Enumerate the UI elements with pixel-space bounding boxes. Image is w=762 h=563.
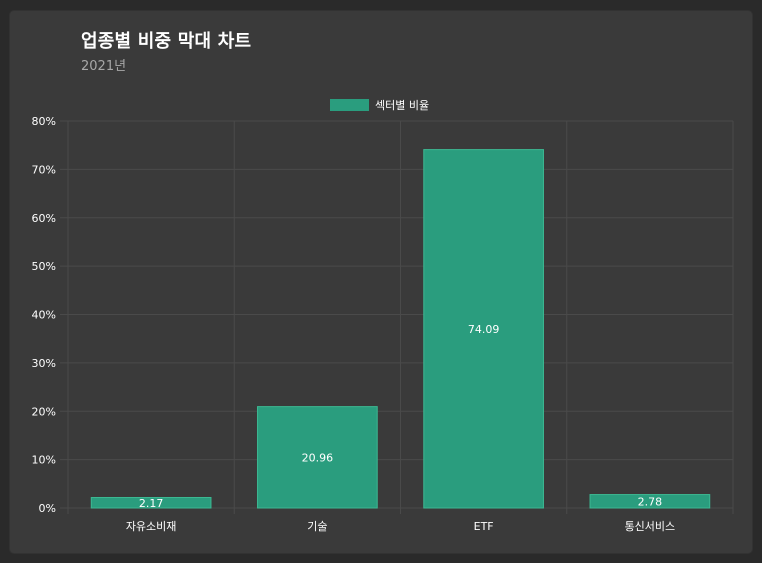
y-tick-label: 80%	[32, 115, 56, 128]
y-tick-label: 70%	[32, 163, 56, 176]
chart-card: 업종별 비중 막대 차트 2021년 섹터별 비율 0% 10% 20% 30% 40%…	[10, 11, 752, 553]
bar[interactable]	[589, 494, 711, 509]
y-tick-label: 50%	[32, 260, 56, 273]
bar-value-label: 74.09	[468, 323, 500, 336]
y-tick-label: 30%	[32, 357, 56, 370]
x-tick-label: 통신서비스	[625, 520, 676, 533]
bar-value-label: 2.78	[638, 495, 663, 508]
y-tick-label: 10%	[32, 454, 56, 467]
y-tick-label: 40%	[32, 309, 56, 322]
bar[interactable]	[257, 406, 378, 509]
x-tick-label: 기술	[307, 520, 327, 533]
x-tick-label: 자유소비재	[126, 520, 177, 533]
legend-swatch	[330, 99, 369, 111]
bar-value-label: 2.17	[139, 497, 164, 510]
bar[interactable]	[90, 497, 212, 509]
chart-title: 업종별 비중 막대 차트	[81, 31, 252, 52]
bar-value-label: 20.96	[302, 451, 334, 464]
x-tick-label: ETF	[474, 520, 494, 533]
bar-chart: 0% 10% 20% 30% 40% 50% 60% 70% 80% 2.17 자유소비재 20.96…	[32, 115, 734, 533]
chart-legend[interactable]: 섹터별 비율	[330, 97, 429, 113]
y-tick-label: 0%	[39, 502, 56, 515]
y-tick-label: 20%	[32, 405, 56, 418]
y-tick-label: 60%	[32, 212, 56, 225]
chart-subtitle: 2021년	[81, 59, 127, 74]
legend-label: 섹터별 비율	[375, 99, 430, 112]
bar[interactable]	[423, 149, 544, 509]
